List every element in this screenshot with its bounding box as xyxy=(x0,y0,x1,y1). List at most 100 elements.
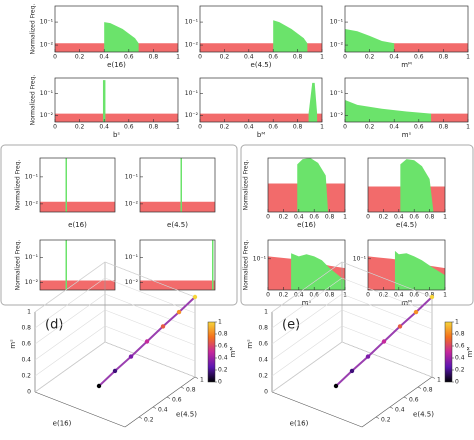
x-axis-label: mᴹ xyxy=(401,61,412,69)
plot-frame xyxy=(344,77,469,123)
x-tick-label: 0.4 xyxy=(389,54,399,61)
histogram-area xyxy=(212,240,214,290)
x-tick-label: 0.6 xyxy=(124,124,134,131)
grid-line xyxy=(104,325,196,362)
plot-frame xyxy=(39,157,116,213)
grid-line xyxy=(271,341,343,393)
y-tick-label: 0.8 xyxy=(423,387,433,394)
y-tick-label: 1 xyxy=(437,377,441,384)
grid-line xyxy=(341,293,433,330)
y-tick-label: 10⁻² xyxy=(25,200,39,207)
x-tick-label: 1 xyxy=(466,54,470,61)
axis-frame xyxy=(34,391,126,428)
panel-label: (e) xyxy=(282,318,300,333)
x-tick-label: 1 xyxy=(320,54,324,61)
colorbar-tick-label: 0.2 xyxy=(218,367,228,374)
z-tick-label: 0.6 xyxy=(21,341,31,348)
x-tick-label: 1 xyxy=(443,214,447,221)
colorbar-label: mᴹ xyxy=(466,346,474,357)
x-tick-label: 0 xyxy=(53,124,57,131)
x-tick-label: 0.8 xyxy=(425,292,435,299)
colorbar-tick-label: 0 xyxy=(218,379,222,386)
x-tick-label: 0.4 xyxy=(394,214,404,221)
y-tick-label: 10⁻¹ xyxy=(40,90,54,97)
panel-frame xyxy=(0,144,238,306)
x-tick-label: 0 xyxy=(366,292,370,299)
data-point xyxy=(112,368,118,374)
z-tick-label: 0.6 xyxy=(258,341,268,348)
y-tick-label: 10⁻² xyxy=(185,42,199,49)
grid-line xyxy=(34,277,106,329)
histogram-area xyxy=(55,113,178,122)
plot-frame xyxy=(344,5,469,53)
data-point xyxy=(192,294,198,300)
histogram-area xyxy=(200,113,322,122)
colorbar-tick-label: 0.4 xyxy=(455,355,465,362)
y-tick xyxy=(180,386,185,389)
grid-line xyxy=(104,341,196,378)
y-tick-label: 0.2 xyxy=(144,417,154,424)
plot-frame xyxy=(367,239,446,291)
x-tick-label: 0.2 xyxy=(220,124,230,131)
histogram-area xyxy=(65,158,67,212)
y-tick-label: 0.8 xyxy=(186,387,196,394)
y-tick-label: 10⁻² xyxy=(330,112,344,119)
z-tick-label: 0 xyxy=(27,389,31,396)
histogram-area xyxy=(180,158,182,212)
histogram-area xyxy=(102,80,106,122)
x-tick-label: 0.6 xyxy=(409,214,419,221)
histogram-area xyxy=(40,201,115,212)
colorbar-tick-label: 0.8 xyxy=(455,331,465,338)
y-tick-label: 0.6 xyxy=(409,397,419,404)
z-axis-label: mˢ xyxy=(9,339,17,349)
y-axis-label: Normalized Freq. xyxy=(15,160,22,211)
z-axis-label: mˢ xyxy=(246,339,254,349)
colorbar-tick-label: 0.8 xyxy=(218,331,228,338)
x-axis-label: e(16) xyxy=(290,420,309,428)
z-tick-label: 0.8 xyxy=(21,325,31,332)
grid-line xyxy=(34,341,106,393)
x-tick-label: 0.4 xyxy=(294,292,304,299)
data-point xyxy=(333,383,339,389)
x-tick-label: 0.6 xyxy=(268,124,278,131)
histogram-area xyxy=(394,250,445,290)
x-axis-label: e(4.5) xyxy=(396,221,417,229)
grid-line xyxy=(341,277,433,314)
colorbar xyxy=(444,321,453,383)
x-tick-label: 0 xyxy=(53,54,57,61)
y-tick-label: 10⁻¹ xyxy=(25,254,39,261)
x-tick-label: 0.8 xyxy=(149,54,159,61)
data-point xyxy=(349,368,355,374)
x-tick-label: 0.8 xyxy=(293,124,303,131)
x-tick-label: 0.4 xyxy=(99,54,109,61)
x-tick-label: 0.8 xyxy=(325,292,335,299)
x-axis-label: e(4.5) xyxy=(167,221,188,229)
plot-frame xyxy=(54,5,179,53)
colorbar-tick-label: 0.6 xyxy=(218,343,228,350)
y-tick xyxy=(403,396,408,399)
x-tick-label: 0.4 xyxy=(389,124,399,131)
x-tick-label: 0 xyxy=(198,54,202,61)
z-tick-label: 0.4 xyxy=(258,357,268,364)
z-tick-label: 0.2 xyxy=(258,373,268,380)
grid-line xyxy=(271,261,343,313)
grid-line xyxy=(341,261,433,298)
histogram-area xyxy=(297,158,329,212)
colorbar-tick-label: 0.2 xyxy=(455,367,465,374)
plot-frame xyxy=(54,77,179,123)
histogram-area xyxy=(345,100,432,122)
x-tick-label: 0.2 xyxy=(365,124,375,131)
grid-line xyxy=(34,261,106,313)
data-point xyxy=(381,339,387,344)
y-axis-label: Normalized Freq. xyxy=(15,240,22,291)
y-tick xyxy=(194,376,199,379)
x-tick-label: 0.6 xyxy=(414,54,424,61)
x-tick-label: 0.4 xyxy=(99,124,109,131)
y-tick-label: 10⁻² xyxy=(40,112,54,119)
y-axis-label: e(4.5) xyxy=(176,411,197,419)
y-tick-label: 10⁻² xyxy=(125,279,139,286)
plot-frame xyxy=(39,239,116,291)
x-tick-label: 0.6 xyxy=(409,292,419,299)
x-tick-label: 0.4 xyxy=(244,124,254,131)
z-tick-label: 0.4 xyxy=(21,357,31,364)
